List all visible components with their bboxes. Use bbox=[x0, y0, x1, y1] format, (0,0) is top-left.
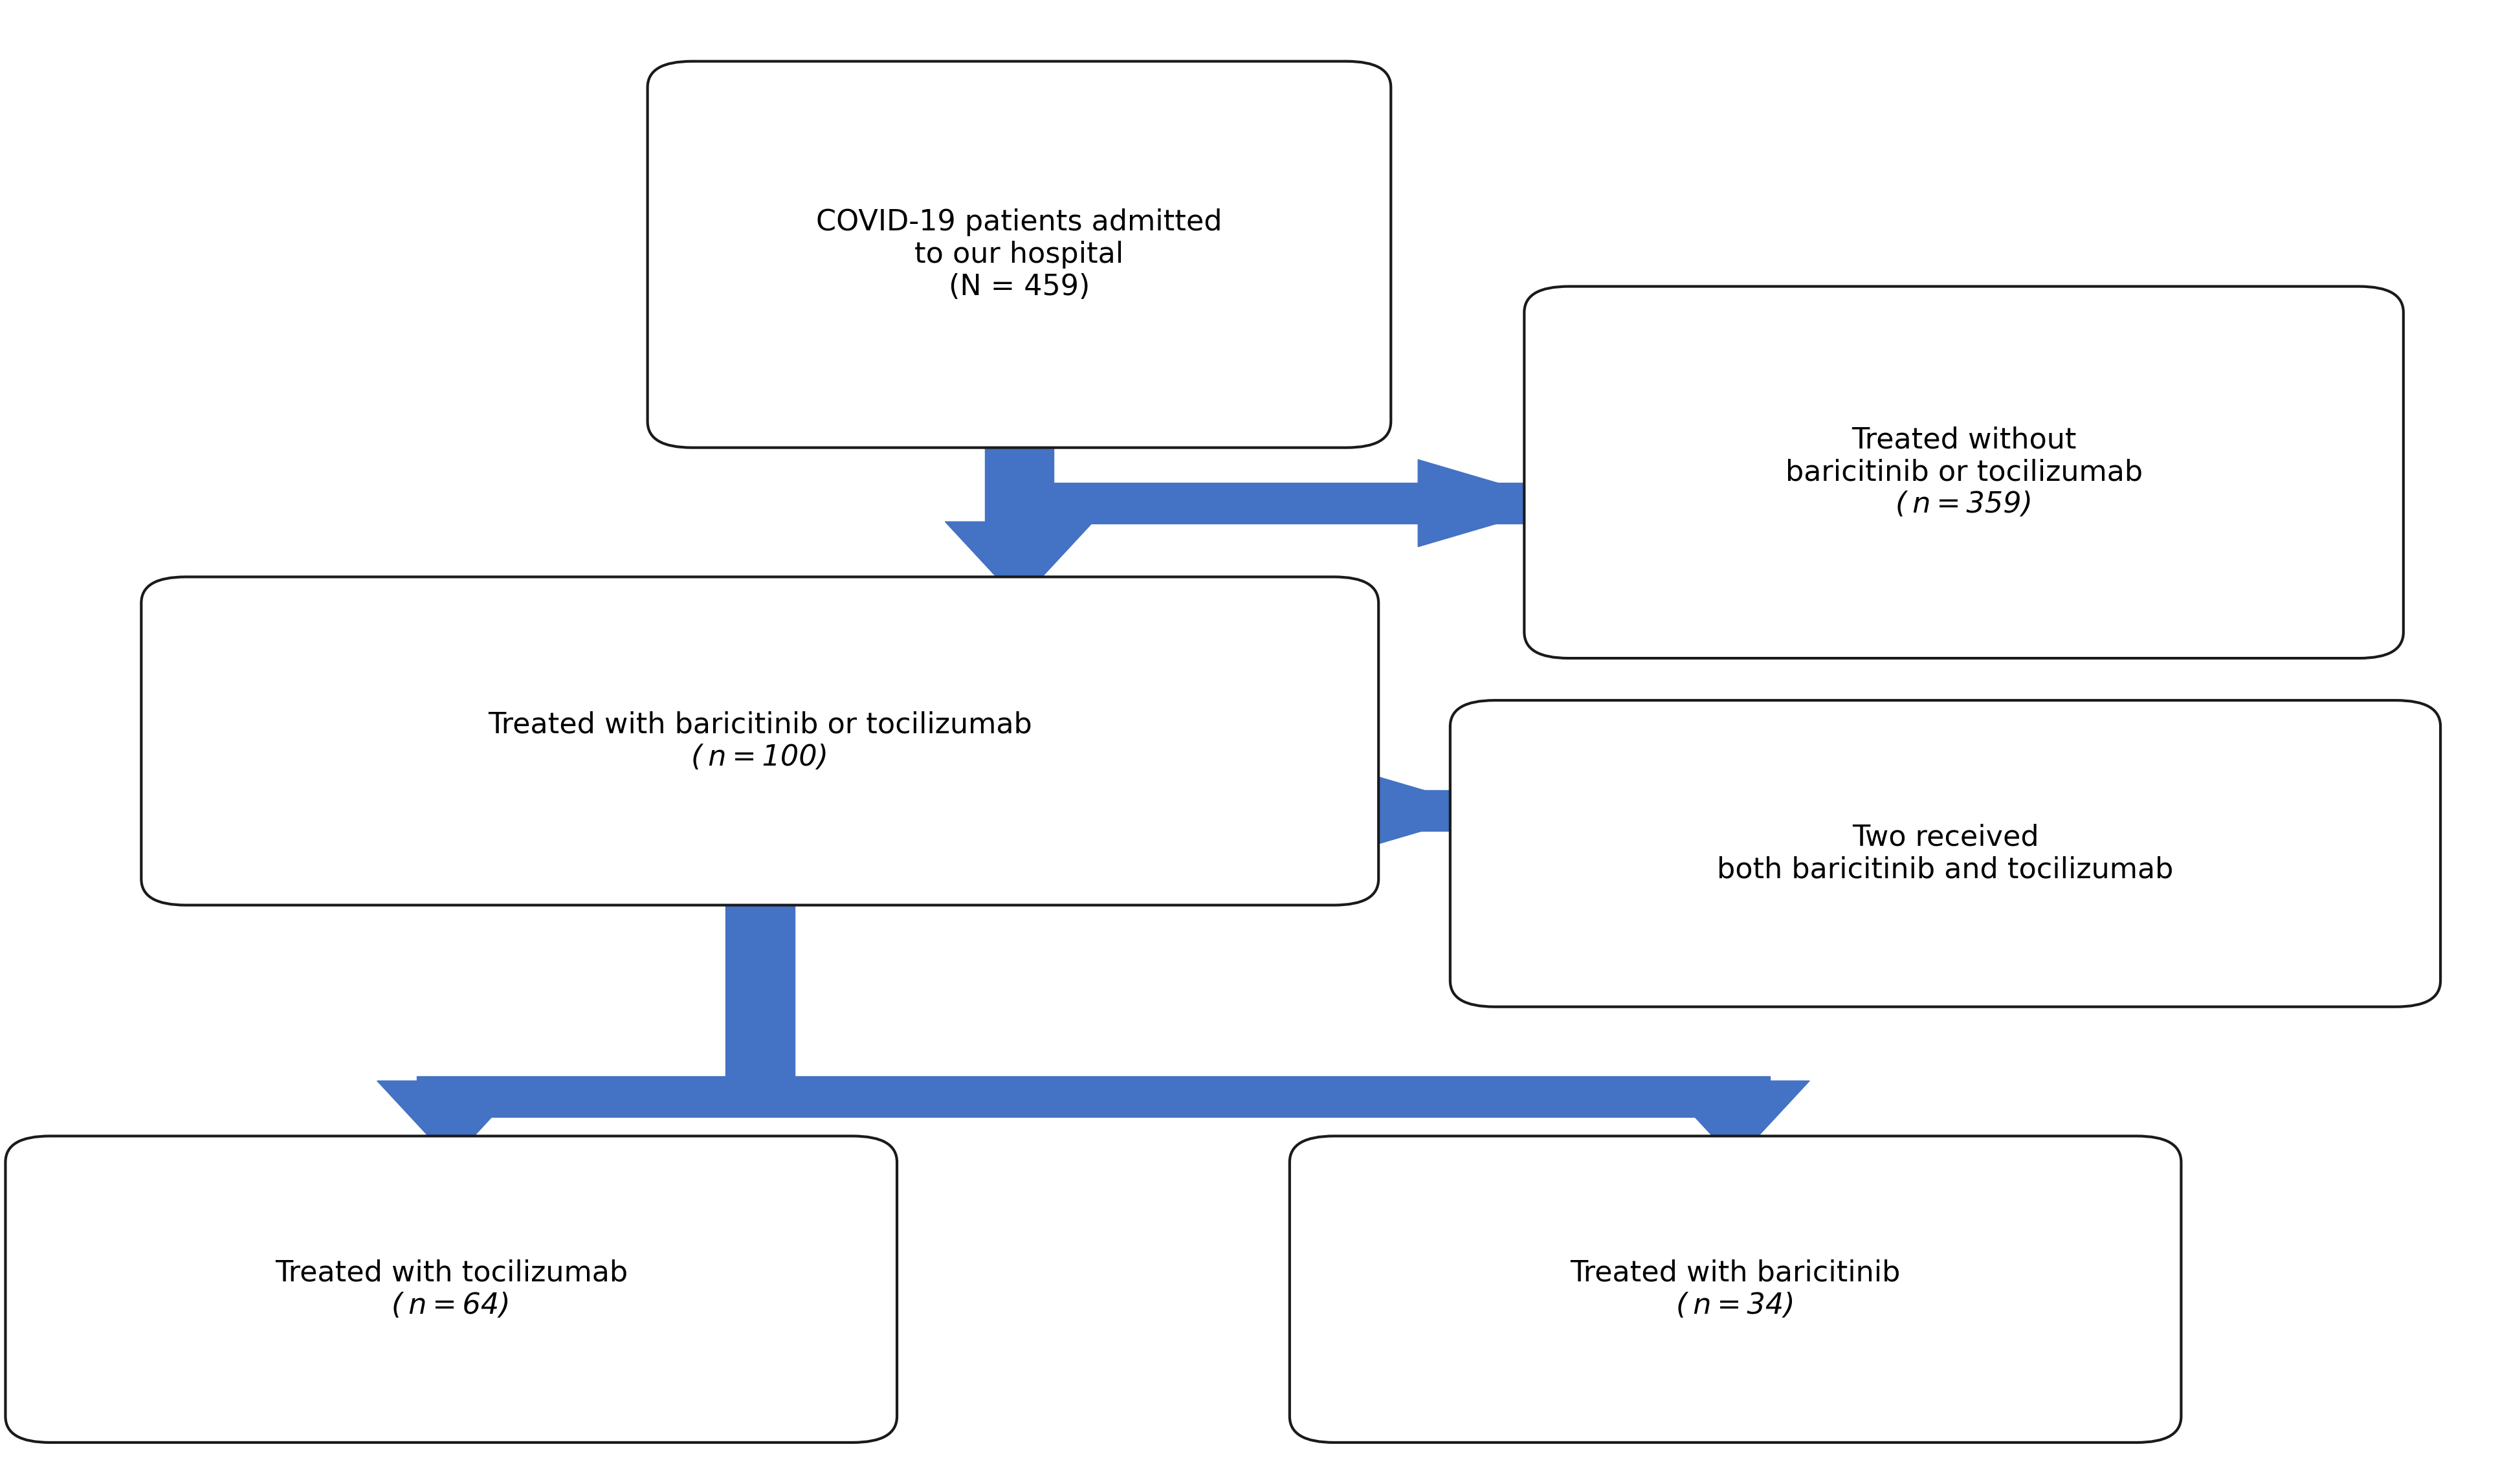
Bar bbox=[794, 790, 1494, 831]
FancyArrow shape bbox=[1419, 459, 1567, 547]
FancyArrow shape bbox=[1343, 766, 1492, 854]
Text: baricitinib or tocilizumab: baricitinib or tocilizumab bbox=[1784, 458, 2142, 486]
Text: Treated with baricitinib or tocilizumab: Treated with baricitinib or tocilizumab bbox=[489, 711, 1033, 738]
FancyBboxPatch shape bbox=[5, 1137, 897, 1442]
Text: Two received: Two received bbox=[1852, 824, 2039, 851]
Text: Treated without: Treated without bbox=[1852, 425, 2076, 453]
Bar bbox=[985, 421, 1053, 523]
Text: ( n = 100): ( n = 100) bbox=[690, 744, 829, 771]
FancyArrow shape bbox=[1661, 1080, 1809, 1160]
Bar bbox=[726, 879, 794, 1097]
Bar bbox=[416, 1076, 1769, 1117]
Text: ( n = 34): ( n = 34) bbox=[1676, 1292, 1794, 1319]
Text: to our hospital: to our hospital bbox=[915, 240, 1124, 268]
Bar bbox=[416, 1082, 486, 1097]
Text: ( n = 359): ( n = 359) bbox=[1895, 491, 2034, 519]
Text: both baricitinib and tocilizumab: both baricitinib and tocilizumab bbox=[1716, 857, 2175, 883]
Text: Treated with tocilizumab: Treated with tocilizumab bbox=[275, 1260, 627, 1286]
Text: (N = 459): (N = 459) bbox=[948, 273, 1089, 301]
Text: ( n = 64): ( n = 64) bbox=[391, 1292, 512, 1319]
Bar bbox=[1053, 483, 1567, 523]
FancyBboxPatch shape bbox=[141, 576, 1378, 906]
FancyArrow shape bbox=[378, 1080, 524, 1160]
FancyBboxPatch shape bbox=[1525, 286, 2404, 658]
FancyBboxPatch shape bbox=[1449, 701, 2439, 1006]
FancyArrow shape bbox=[945, 522, 1094, 602]
FancyBboxPatch shape bbox=[1290, 1137, 2182, 1442]
Text: COVID-19 patients admitted: COVID-19 patients admitted bbox=[816, 207, 1222, 236]
FancyBboxPatch shape bbox=[648, 61, 1391, 448]
Bar bbox=[1701, 1082, 1769, 1097]
Text: Treated with baricitinib: Treated with baricitinib bbox=[1570, 1260, 1900, 1286]
